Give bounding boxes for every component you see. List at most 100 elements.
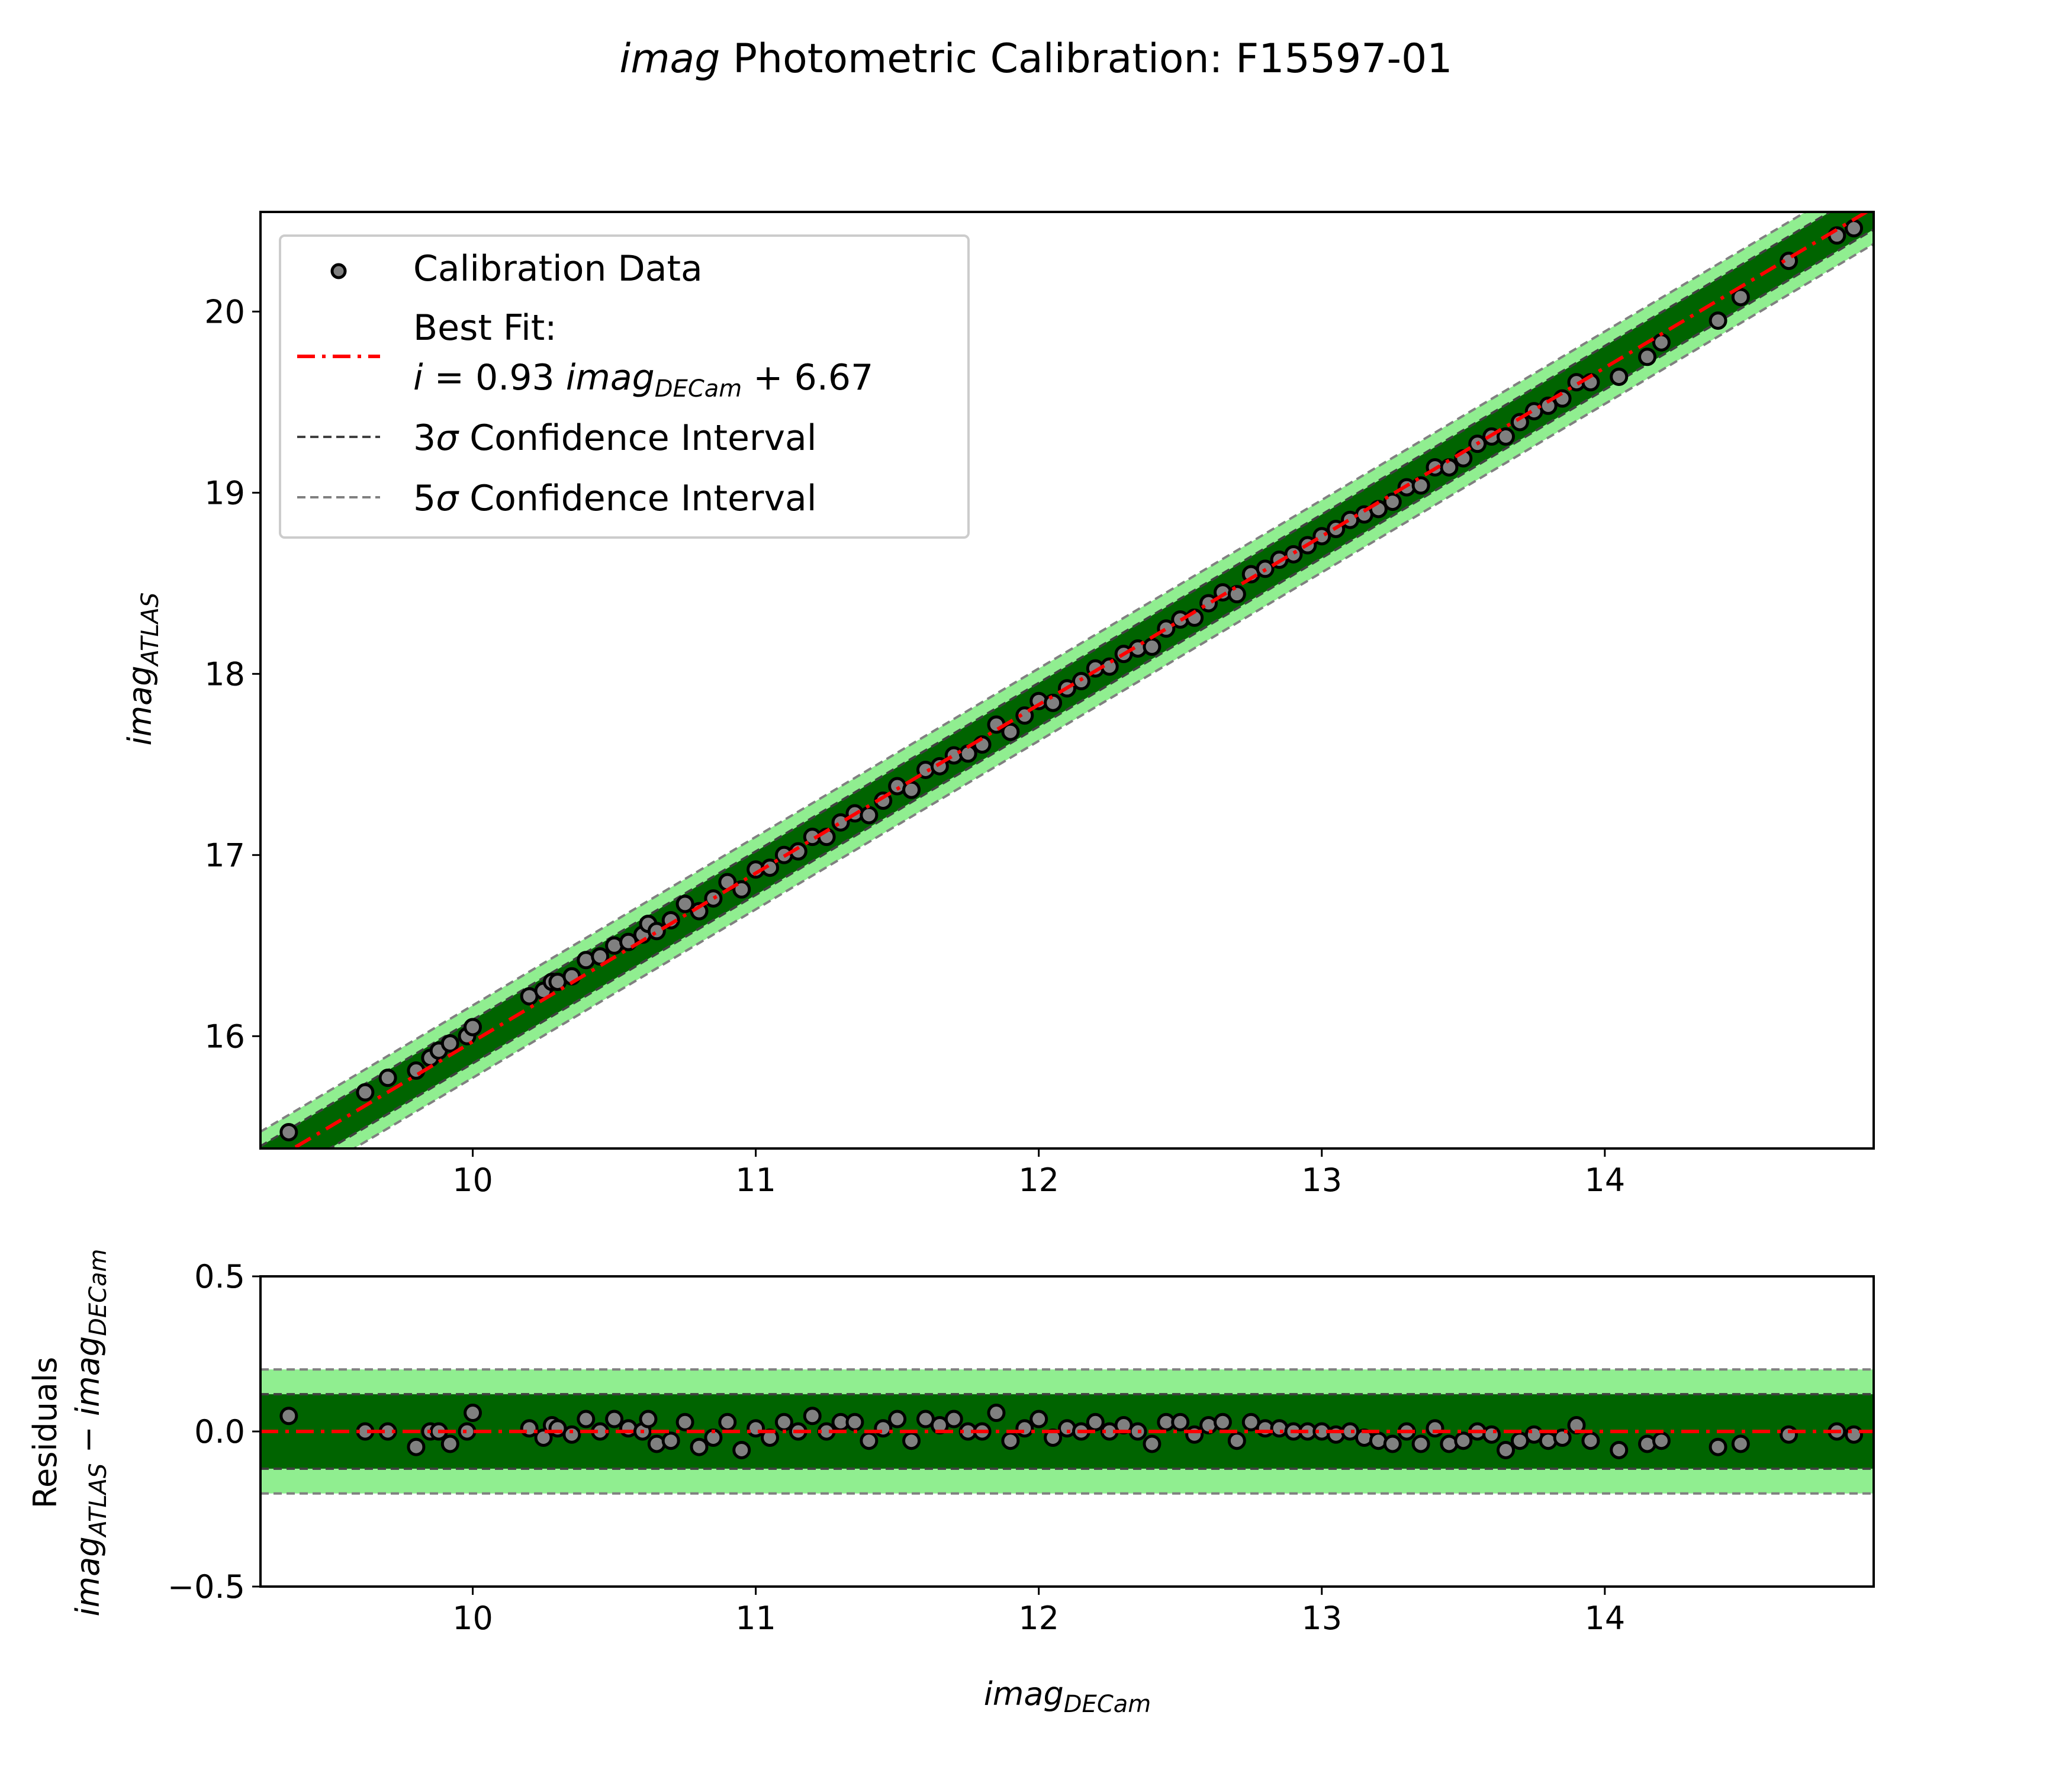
calibration-point	[1510, 413, 1529, 432]
calibration-x-tick-label: 13	[1301, 1162, 1342, 1199]
residual-point	[279, 1407, 298, 1426]
residual-point	[718, 1413, 737, 1431]
legend-sigma3-label: 3σ Confidence Interval	[413, 417, 817, 459]
residual-point	[1213, 1413, 1232, 1431]
residual-point	[407, 1437, 426, 1456]
residual-point	[1185, 1425, 1204, 1444]
legend-scatter-marker	[330, 263, 347, 279]
calibration-y-tick-label: 20	[204, 293, 245, 330]
residual-point	[639, 1410, 658, 1428]
residuals-x-tick-label: 11	[735, 1600, 776, 1637]
calibration-x-tick-label: 14	[1584, 1162, 1625, 1199]
calibration-point	[1411, 476, 1430, 495]
calibration-point	[440, 1034, 459, 1053]
calibration-plot-area	[260, 212, 1874, 1148]
residual-point	[860, 1431, 879, 1450]
calibration-point	[1001, 722, 1020, 741]
calibration-points	[279, 219, 1864, 1141]
residual-point	[1086, 1413, 1105, 1431]
residual-point	[577, 1410, 596, 1428]
residual-points	[279, 1404, 1864, 1459]
calibration-point	[1440, 458, 1459, 477]
residual-point	[1015, 1419, 1034, 1438]
residual-point	[440, 1434, 459, 1453]
calibration-point	[1731, 288, 1750, 307]
legend: Calibration Data Best Fit: i = 0.93 imag…	[279, 234, 970, 539]
residual-point	[1581, 1431, 1600, 1450]
calibration-y-tick-label: 16	[204, 1018, 245, 1055]
calibration-point	[675, 895, 694, 913]
residual-point	[888, 1410, 907, 1428]
residual-point	[1780, 1425, 1798, 1444]
calibration-point	[1497, 427, 1516, 446]
residual-point	[1454, 1431, 1473, 1450]
residual-point	[1709, 1437, 1727, 1456]
calibration-point	[704, 889, 723, 908]
residuals-x-tick-label: 10	[452, 1600, 493, 1637]
legend-calibration-data: Calibration Data	[413, 248, 703, 289]
sigma3-upper-line	[260, 212, 1833, 1148]
residuals-x-tick-label: 14	[1584, 1600, 1625, 1637]
residuals-x-ticks: 10 11 12 13 14	[452, 1587, 1625, 1637]
calibration-point	[464, 1018, 482, 1037]
residuals-x-tick-label: 13	[1301, 1600, 1342, 1637]
calibration-point	[1709, 311, 1727, 330]
residual-point	[747, 1419, 765, 1438]
title-rest: Photometric Calibration: F15597-01	[720, 36, 1452, 82]
residuals-plot-area	[260, 1368, 1874, 1495]
legend-best-fit-equation: i = 0.93 imagDECam + 6.67	[413, 357, 873, 403]
calibration-y-tick-label: 17	[204, 836, 245, 874]
residual-point	[1482, 1425, 1501, 1444]
residual-point	[774, 1413, 793, 1431]
residual-point	[1171, 1413, 1190, 1431]
residual-point	[464, 1404, 482, 1423]
residuals-y-label-line2: imagATLAS − imagDECam	[69, 1249, 112, 1617]
residual-point	[732, 1440, 751, 1459]
calibration-point	[1638, 348, 1657, 366]
x-axis-label: imagDECam	[984, 1675, 1151, 1718]
residual-point	[562, 1425, 581, 1444]
residual-point	[874, 1419, 893, 1438]
residuals-y-tick-label: 0.5	[194, 1258, 245, 1295]
residual-point	[1143, 1434, 1162, 1453]
residuals-y-label: Residuals imagATLAS − imagDECam	[27, 1249, 112, 1617]
calibration-x-ticks: 10 11 12 13 14	[452, 1148, 1625, 1199]
residual-point	[690, 1437, 709, 1456]
residual-point	[1553, 1428, 1572, 1447]
residual-point	[675, 1413, 694, 1431]
calibration-y-label: imagATLAS	[121, 593, 164, 746]
residual-point	[987, 1404, 1006, 1423]
calibration-point	[647, 922, 666, 941]
calibration-point	[1610, 367, 1629, 386]
residual-point	[520, 1419, 539, 1438]
residuals-y-tick-label: −0.5	[168, 1568, 245, 1606]
calibration-x-tick-label: 12	[1018, 1162, 1059, 1199]
figure-title: imag Photometric Calibration: F15597-01	[619, 36, 1452, 82]
calibration-point	[831, 813, 850, 832]
residual-point	[902, 1431, 921, 1450]
calibration-x-tick-label: 11	[735, 1162, 776, 1199]
calibration-point	[1227, 585, 1246, 604]
calibration-point	[378, 1069, 397, 1088]
residual-point	[1029, 1410, 1048, 1428]
calibration-y-ticks: 16 17 18 19 20	[204, 293, 260, 1055]
residual-point	[1652, 1431, 1671, 1450]
title-italic: imag	[619, 36, 720, 82]
calibration-point	[1044, 693, 1063, 712]
calibration-y-tick-label: 19	[204, 474, 245, 511]
residuals-x-tick-label: 12	[1018, 1600, 1059, 1637]
residual-point	[1001, 1431, 1020, 1450]
residuals-y-ticks: −0.5 0.0 0.5	[168, 1258, 260, 1606]
calibration-point	[860, 806, 879, 825]
calibration-point	[356, 1083, 375, 1102]
calibration-point	[1652, 333, 1671, 352]
legend-box	[279, 234, 970, 539]
residual-point	[458, 1422, 477, 1441]
residual-point	[534, 1428, 553, 1447]
legend-best-fit-title: Best Fit:	[413, 307, 557, 349]
residual-point	[661, 1431, 680, 1450]
residual-point	[1610, 1440, 1629, 1459]
residual-point	[1731, 1434, 1750, 1453]
residual-point	[845, 1413, 864, 1431]
